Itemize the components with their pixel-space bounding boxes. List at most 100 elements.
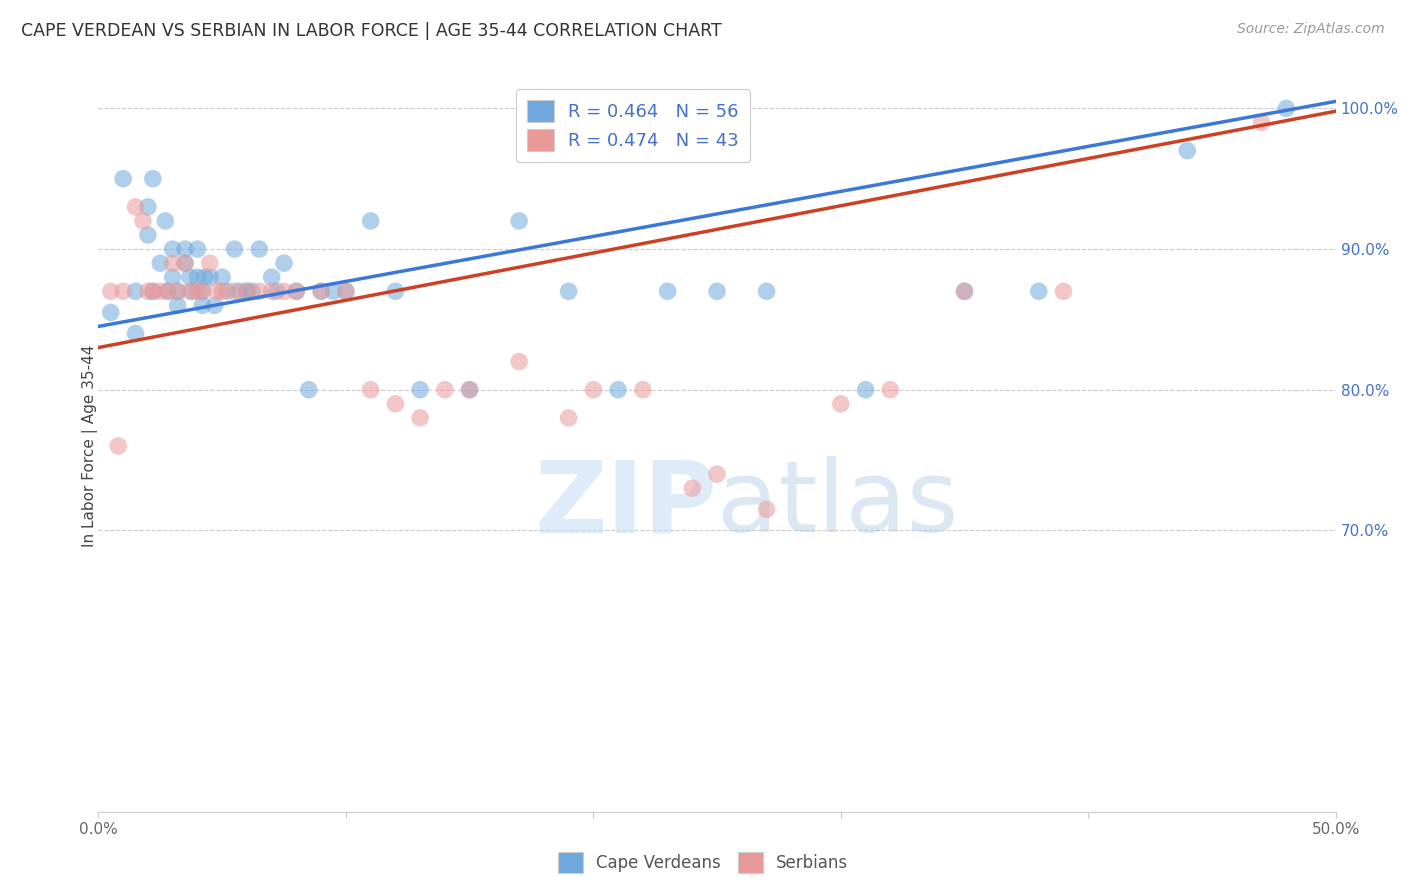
Point bbox=[186, 270, 208, 285]
Y-axis label: In Labor Force | Age 35-44: In Labor Force | Age 35-44 bbox=[82, 345, 98, 547]
Point bbox=[181, 285, 204, 299]
Point bbox=[335, 285, 357, 299]
Point bbox=[260, 285, 283, 299]
Point bbox=[179, 285, 201, 299]
Point bbox=[142, 285, 165, 299]
Point bbox=[136, 285, 159, 299]
Point bbox=[309, 285, 332, 299]
Point bbox=[156, 285, 179, 299]
Point bbox=[112, 171, 135, 186]
Point bbox=[224, 285, 246, 299]
Point bbox=[166, 298, 188, 312]
Point bbox=[706, 467, 728, 482]
Point bbox=[953, 285, 976, 299]
Point bbox=[508, 354, 530, 368]
Point bbox=[607, 383, 630, 397]
Point bbox=[240, 285, 263, 299]
Point bbox=[162, 242, 184, 256]
Point bbox=[166, 285, 188, 299]
Point bbox=[211, 285, 233, 299]
Point bbox=[1250, 115, 1272, 129]
Point bbox=[309, 285, 332, 299]
Point bbox=[124, 326, 146, 341]
Point bbox=[191, 298, 214, 312]
Point bbox=[194, 270, 217, 285]
Point bbox=[582, 383, 605, 397]
Point bbox=[124, 200, 146, 214]
Point bbox=[142, 171, 165, 186]
Point bbox=[191, 285, 214, 299]
Point bbox=[384, 285, 406, 299]
Point bbox=[557, 285, 579, 299]
Point bbox=[273, 256, 295, 270]
Point bbox=[266, 285, 288, 299]
Point bbox=[236, 285, 259, 299]
Point bbox=[879, 383, 901, 397]
Point bbox=[755, 285, 778, 299]
Point bbox=[1052, 285, 1074, 299]
Point bbox=[322, 285, 344, 299]
Point bbox=[285, 285, 308, 299]
Point bbox=[124, 285, 146, 299]
Text: ZIP: ZIP bbox=[534, 456, 717, 553]
Point bbox=[149, 285, 172, 299]
Point bbox=[100, 305, 122, 319]
Point bbox=[855, 383, 877, 397]
Point bbox=[198, 270, 221, 285]
Point bbox=[360, 214, 382, 228]
Point bbox=[285, 285, 308, 299]
Point bbox=[1175, 144, 1198, 158]
Point bbox=[247, 242, 270, 256]
Point bbox=[384, 397, 406, 411]
Point bbox=[755, 502, 778, 516]
Point bbox=[186, 285, 208, 299]
Point bbox=[132, 214, 155, 228]
Point bbox=[136, 200, 159, 214]
Point bbox=[409, 383, 432, 397]
Point bbox=[162, 256, 184, 270]
Point bbox=[136, 227, 159, 242]
Point bbox=[1028, 285, 1050, 299]
Point bbox=[211, 270, 233, 285]
Point bbox=[557, 410, 579, 425]
Point bbox=[149, 256, 172, 270]
Point bbox=[298, 383, 321, 397]
Point bbox=[260, 270, 283, 285]
Point bbox=[409, 410, 432, 425]
Point bbox=[1275, 102, 1298, 116]
Point bbox=[100, 285, 122, 299]
Point bbox=[247, 285, 270, 299]
Point bbox=[657, 285, 679, 299]
Point bbox=[174, 242, 197, 256]
Point bbox=[508, 214, 530, 228]
Point bbox=[273, 285, 295, 299]
Point bbox=[179, 270, 201, 285]
Point bbox=[107, 439, 129, 453]
Point bbox=[198, 256, 221, 270]
Point bbox=[681, 481, 703, 495]
Point bbox=[174, 256, 197, 270]
Point bbox=[236, 285, 259, 299]
Point bbox=[953, 285, 976, 299]
Text: Source: ZipAtlas.com: Source: ZipAtlas.com bbox=[1237, 22, 1385, 37]
Point bbox=[706, 285, 728, 299]
Point bbox=[155, 214, 177, 228]
Point bbox=[830, 397, 852, 411]
Text: atlas: atlas bbox=[717, 456, 959, 553]
Point bbox=[360, 383, 382, 397]
Point bbox=[191, 285, 214, 299]
Point bbox=[112, 285, 135, 299]
Point bbox=[156, 285, 179, 299]
Point bbox=[217, 285, 239, 299]
Point bbox=[458, 383, 481, 397]
Point bbox=[228, 285, 250, 299]
Point bbox=[335, 285, 357, 299]
Point bbox=[631, 383, 654, 397]
Point bbox=[142, 285, 165, 299]
Legend: R = 0.464   N = 56, R = 0.474   N = 43: R = 0.464 N = 56, R = 0.474 N = 43 bbox=[516, 89, 749, 162]
Point bbox=[433, 383, 456, 397]
Point bbox=[205, 285, 228, 299]
Point bbox=[458, 383, 481, 397]
Text: CAPE VERDEAN VS SERBIAN IN LABOR FORCE | AGE 35-44 CORRELATION CHART: CAPE VERDEAN VS SERBIAN IN LABOR FORCE |… bbox=[21, 22, 721, 40]
Point bbox=[224, 242, 246, 256]
